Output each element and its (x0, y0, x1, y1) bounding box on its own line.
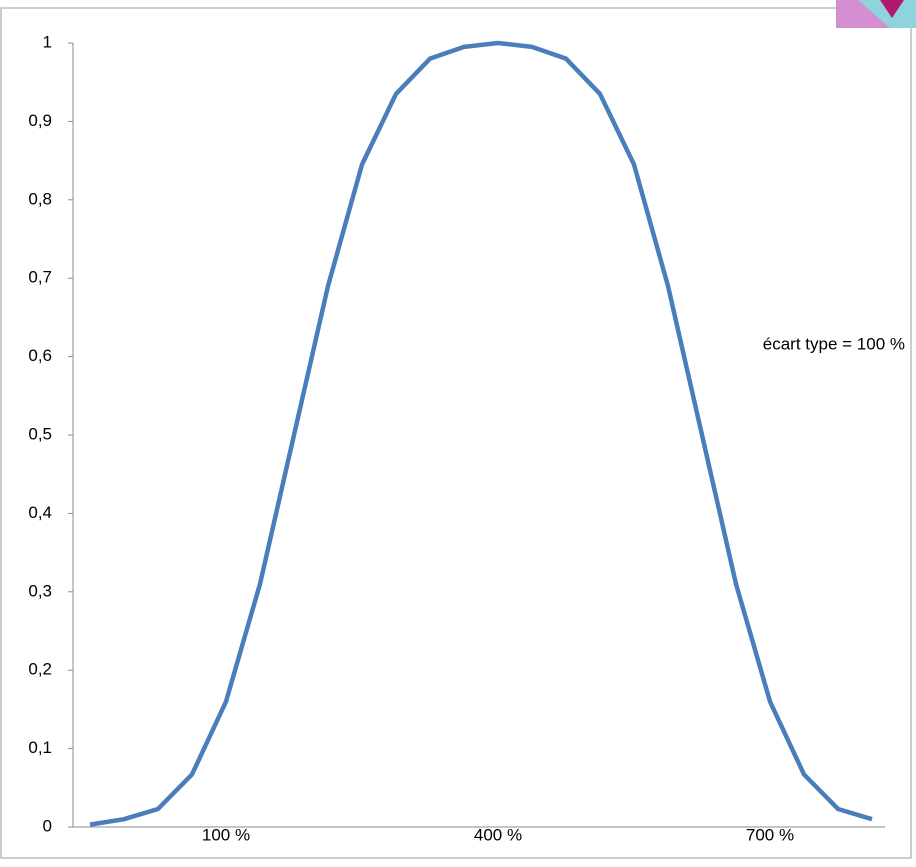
x-tick-label: 400 % (474, 825, 522, 844)
chart-frame (0, 7, 912, 859)
y-tick-label: 0,6 (28, 346, 52, 365)
y-tick-label: 0,9 (28, 111, 52, 130)
x-tick-label: 100 % (202, 825, 250, 844)
annotation: écart type = 100 % (763, 334, 905, 353)
y-tick-label: 1 (43, 32, 52, 51)
y-tick-label: 0,4 (28, 503, 52, 522)
series-line (89, 40, 873, 827)
y-tick-label: 0,8 (28, 189, 52, 208)
x-tick-label: 700 % (746, 825, 794, 844)
y-tick-label: 0 (43, 816, 52, 835)
y-tick-label: 0,1 (28, 738, 52, 757)
decoration (836, 0, 916, 28)
y-tick-label: 0,2 (28, 660, 52, 679)
y-tick-label: 0,5 (28, 424, 52, 443)
y-tick-label: 0,7 (28, 268, 52, 287)
y-tick-label: 0,3 (28, 581, 52, 600)
